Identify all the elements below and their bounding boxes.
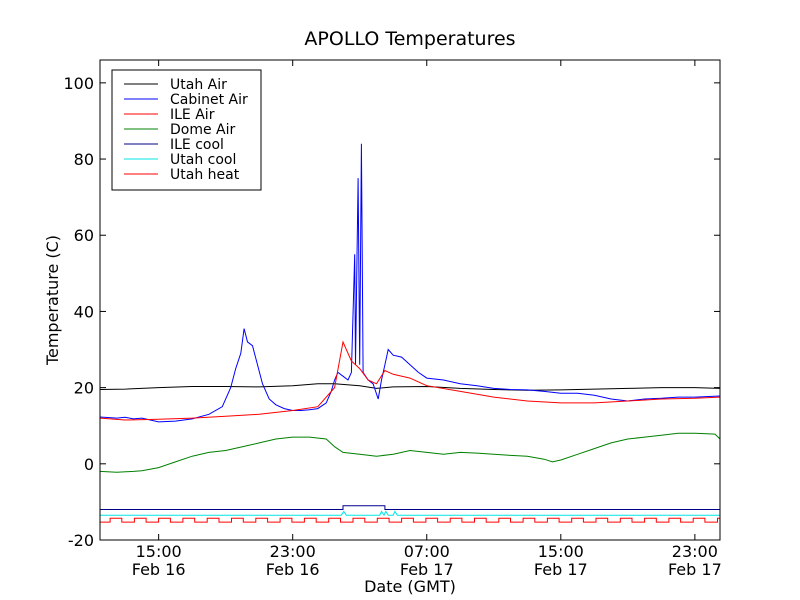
legend-box [111,69,262,191]
x-tick-date-label: Feb 16 [132,560,186,579]
legend-label-utah-cool: Utah cool [170,152,236,168]
y-tick-label: 0 [84,455,94,474]
x-tick-time-label: 23:00 [270,542,316,561]
series-line-cabinet-air [100,143,720,423]
y-tick-label: 40 [74,302,94,321]
plot-series-layer [100,143,720,523]
x-tick-date-label: Feb 16 [266,560,320,579]
y-tick-label: 80 [74,150,94,169]
series-line-ile-cool [100,505,720,510]
series-line-utah-heat [100,517,720,523]
x-tick-date-label: Feb 17 [400,560,454,579]
series-line-dome-air [100,432,720,473]
chart-title: APOLLO Temperatures [304,28,515,50]
legend-label-cabinet-air: Cabinet Air [170,92,248,108]
x-tick-date-label: Feb 17 [668,560,722,579]
y-tick-label: 20 [74,379,94,398]
legend-label-ile-air: ILE Air [170,107,215,123]
x-axis-title: Date (GMT) [364,577,456,596]
plot-frame [99,59,721,541]
series-line-ile-air [100,340,720,421]
y-tick-label: 60 [74,226,94,245]
legend-label-dome-air: Dome Air [170,122,236,138]
x-tick-time-label: 07:00 [404,542,450,561]
y-tick-label: 100 [63,74,94,93]
y-axis-title: Temperature (C) [43,235,62,366]
x-tick-time-label: 23:00 [672,542,718,561]
legend-label-utah-air: Utah Air [170,77,227,93]
y-tick-label: -20 [68,531,94,550]
series-line-utah-cool [100,510,720,517]
legend-label-utah-heat: Utah heat [170,167,240,183]
series-line-utah-air [100,383,720,391]
x-tick-date-label: Feb 17 [534,560,588,579]
legend-label-ile-cool: ILE cool [170,137,224,153]
x-tick-time-label: 15:00 [136,542,182,561]
x-tick-time-label: 15:00 [538,542,584,561]
